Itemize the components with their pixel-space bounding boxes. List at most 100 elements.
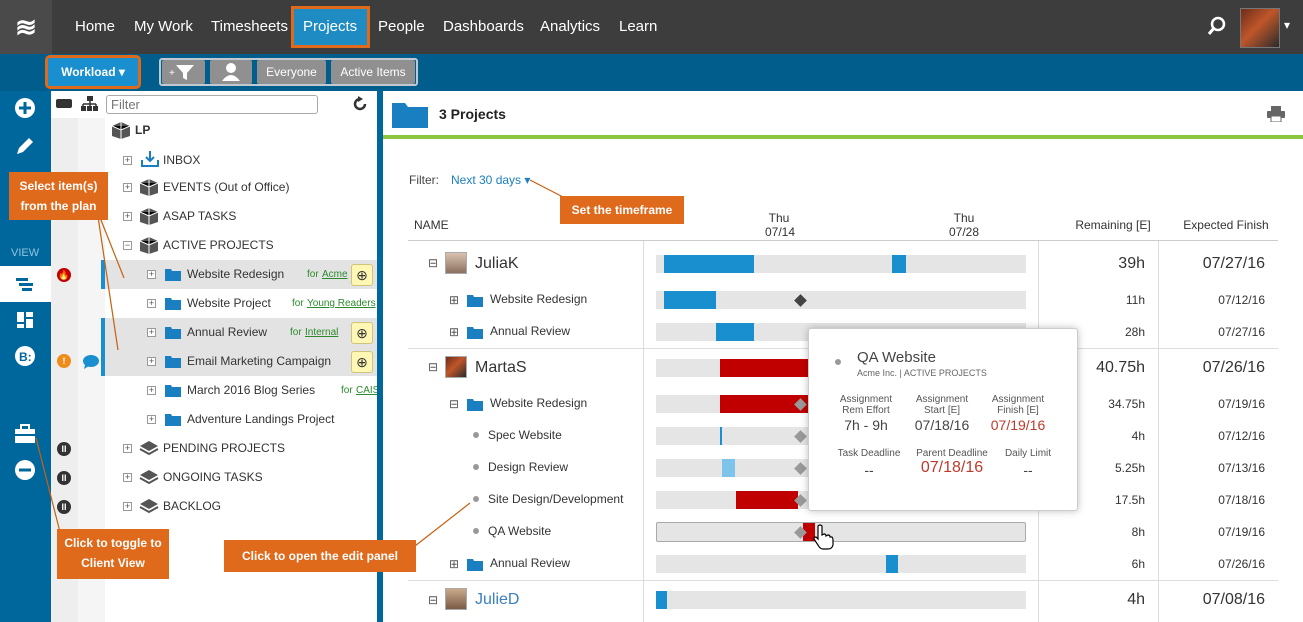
nav-home[interactable]: Home xyxy=(75,18,116,35)
tree-row-inbox[interactable]: + INBOX xyxy=(105,146,377,175)
tree-row-asap-tasks[interactable]: + ASAP TASKS xyxy=(105,202,377,231)
tree-row-events[interactable]: + EVENTS (Out of Office) xyxy=(105,173,377,202)
column-remaining[interactable]: Remaining [E] xyxy=(1075,218,1151,232)
tree-row-annual-review[interactable]: + Annual Review for Internal ⊕ xyxy=(105,318,377,347)
expand-icon[interactable]: + xyxy=(147,414,156,424)
expand-icon[interactable]: ⊞ xyxy=(449,293,460,307)
workload-bar[interactable] xyxy=(656,555,1026,573)
panel-divider[interactable] xyxy=(377,91,383,622)
expand-icon[interactable]: + xyxy=(123,155,132,165)
workload-bar[interactable] xyxy=(656,291,1026,309)
search-icon[interactable] xyxy=(1207,16,1227,36)
expand-icon[interactable]: + xyxy=(123,182,132,192)
hierarchy-icon[interactable] xyxy=(81,96,99,112)
nav-my-work[interactable]: My Work xyxy=(134,18,193,35)
project-name[interactable]: Website Redesign xyxy=(490,396,588,410)
task-name[interactable]: Design Review xyxy=(488,460,569,474)
person-name[interactable]: MartaS xyxy=(475,359,527,376)
tree-filter-input[interactable] xyxy=(106,95,318,114)
expand-icon[interactable]: + xyxy=(147,269,156,279)
popup-value: -- xyxy=(864,462,874,478)
workload-view-icon[interactable] xyxy=(13,272,37,296)
client-view-briefcase-icon[interactable] xyxy=(13,422,37,446)
client-link[interactable]: CAIS xyxy=(356,385,380,396)
expand-icon[interactable]: + xyxy=(147,327,156,337)
print-icon[interactable] xyxy=(1267,106,1285,122)
task-name[interactable]: QA Website xyxy=(488,524,552,538)
tree-row-active-projects[interactable]: − ACTIVE PROJECTS xyxy=(105,231,377,260)
nav-learn[interactable]: Learn xyxy=(619,18,658,35)
workload-bar[interactable] xyxy=(656,591,1026,609)
tree-row-email-marketing[interactable]: + Email Marketing Campaign ⊕ xyxy=(105,347,377,376)
target-icon[interactable]: ⊕ xyxy=(351,351,373,373)
active-items-filter-button[interactable]: Active Items xyxy=(331,60,415,84)
collapse-icon[interactable]: ⊟ xyxy=(449,397,460,411)
pause-icon[interactable]: II xyxy=(57,471,71,485)
timeframe-dropdown[interactable]: Next 30 days ▾ xyxy=(451,173,531,187)
add-icon[interactable] xyxy=(13,96,37,120)
expand-icon[interactable]: + xyxy=(123,472,132,482)
expand-icon[interactable]: + xyxy=(147,356,156,366)
comment-icon[interactable] xyxy=(82,354,100,369)
expand-icon[interactable]: ⊞ xyxy=(449,325,460,339)
project-name[interactable]: Annual Review xyxy=(490,556,571,570)
toggle-off-icon[interactable] xyxy=(13,458,37,482)
person-name[interactable]: JulieD xyxy=(475,591,520,608)
fire-priority-icon[interactable]: 🔥 xyxy=(57,268,71,282)
project-name[interactable]: Annual Review xyxy=(490,324,571,338)
target-icon[interactable]: ⊕ xyxy=(351,264,373,286)
app-logo-icon[interactable]: ≋ xyxy=(0,0,52,54)
task-name[interactable]: Site Design/Development xyxy=(488,492,624,506)
target-icon[interactable]: ⊕ xyxy=(351,322,373,344)
expand-icon[interactable]: + xyxy=(147,298,156,308)
collapse-icon[interactable]: ⊟ xyxy=(428,360,439,374)
tree-row-adventure-landings[interactable]: + Adventure Landings Project xyxy=(105,405,377,434)
nav-analytics[interactable]: Analytics xyxy=(540,18,601,35)
person-filter-button[interactable] xyxy=(210,60,252,84)
expand-icon[interactable]: + xyxy=(123,211,132,221)
collapse-icon[interactable]: ⊟ xyxy=(428,256,439,270)
funnel-icon: + xyxy=(169,65,194,80)
expand-icon[interactable]: + xyxy=(123,501,132,511)
expand-icon[interactable]: + xyxy=(147,385,156,395)
everyone-filter-button[interactable]: Everyone xyxy=(257,60,326,84)
nav-people[interactable]: People xyxy=(378,18,425,35)
workload-dropdown-button[interactable]: Workload ▾ xyxy=(45,55,141,89)
edit-pencil-icon[interactable] xyxy=(13,134,37,158)
tree-row-backlog[interactable]: + BACKLOG xyxy=(105,492,377,521)
add-filter-button[interactable]: + xyxy=(162,60,205,84)
task-name[interactable]: Spec Website xyxy=(488,428,562,442)
column-name[interactable]: NAME xyxy=(414,218,449,232)
tree-row-pending-projects[interactable]: + PENDING PROJECTS xyxy=(105,434,377,463)
nav-projects[interactable]: Projects xyxy=(291,6,370,48)
pause-icon[interactable]: II xyxy=(57,500,71,514)
project-name[interactable]: Website Redesign xyxy=(490,292,588,306)
expand-icon[interactable]: ⊞ xyxy=(449,557,460,571)
tree-row-ongoing-tasks[interactable]: + ONGOING TASKS xyxy=(105,463,377,492)
column-expected-finish[interactable]: Expected Finish xyxy=(1183,218,1269,232)
tree-root[interactable]: LP xyxy=(105,116,377,145)
tree-row-website-redesign[interactable]: + Website Redesign for Acme ⊕ xyxy=(105,260,377,289)
collapse-icon[interactable]: − xyxy=(123,240,132,250)
tree-row-label: March 2016 Blog Series xyxy=(187,383,316,397)
collapse-all-icon[interactable] xyxy=(56,99,72,108)
nav-dashboards[interactable]: Dashboards xyxy=(443,18,524,35)
expand-icon[interactable]: + xyxy=(123,443,132,453)
buzz-icon[interactable]: B: xyxy=(13,344,37,368)
workload-bar-hover[interactable] xyxy=(656,522,1026,542)
tree-row-website-project[interactable]: + Website Project for Young Readers xyxy=(105,289,377,318)
avatar-dropdown-icon[interactable]: ▾ xyxy=(1284,18,1291,32)
board-view-icon[interactable] xyxy=(13,308,37,332)
person-name[interactable]: JuliaK xyxy=(475,255,519,272)
client-link[interactable]: Young Readers xyxy=(307,298,376,309)
workload-bar[interactable] xyxy=(656,255,1026,273)
nav-timesheets[interactable]: Timesheets xyxy=(211,18,288,35)
pause-icon[interactable]: II xyxy=(57,442,71,456)
refresh-icon[interactable] xyxy=(351,95,369,113)
client-link[interactable]: Acme xyxy=(322,269,348,280)
tree-row-blog-series[interactable]: + March 2016 Blog Series for CAIS xyxy=(105,376,380,405)
collapse-icon[interactable]: ⊟ xyxy=(428,593,439,607)
alert-icon[interactable]: ! xyxy=(57,354,71,368)
client-link[interactable]: Internal xyxy=(305,327,339,338)
user-avatar[interactable] xyxy=(1240,8,1280,48)
